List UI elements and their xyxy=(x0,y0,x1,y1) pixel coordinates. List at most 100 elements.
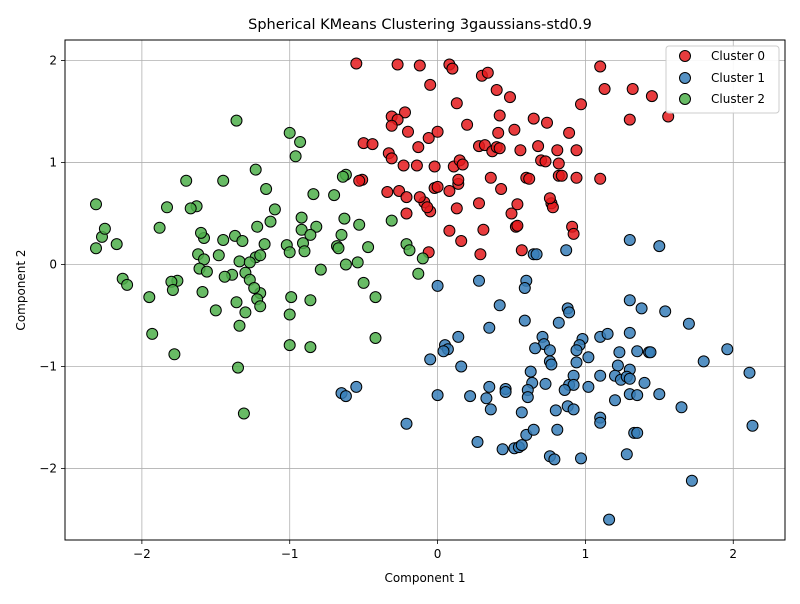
data-point-cluster-0 xyxy=(505,207,518,220)
data-point-cluster-2 xyxy=(298,245,311,258)
data-point-cluster-0 xyxy=(399,106,411,119)
data-point-cluster-1 xyxy=(524,365,537,378)
data-point-cluster-2 xyxy=(283,308,296,321)
data-point-cluster-2 xyxy=(98,222,111,235)
data-point-cluster-1 xyxy=(518,282,531,294)
data-point-cluster-0 xyxy=(570,171,583,184)
data-point-cluster-2 xyxy=(166,284,179,296)
data-point-cluster-1 xyxy=(527,423,540,436)
data-point-cluster-0 xyxy=(493,109,506,122)
x-tick-label: 0 xyxy=(434,547,442,561)
data-point-cluster-2 xyxy=(209,304,222,317)
data-point-cluster-0 xyxy=(402,125,414,138)
data-point-cluster-2 xyxy=(217,234,230,246)
data-point-cluster-0 xyxy=(598,83,611,95)
data-point-cluster-2 xyxy=(237,407,250,420)
data-point-cluster-0 xyxy=(484,171,497,184)
data-point-cluster-0 xyxy=(490,84,503,96)
data-point-cluster-2 xyxy=(283,246,296,259)
data-point-cluster-1 xyxy=(638,376,651,389)
data-point-cluster-0 xyxy=(353,174,366,187)
data-point-cluster-1 xyxy=(675,401,688,414)
data-point-cluster-1 xyxy=(582,351,595,364)
data-point-cluster-1 xyxy=(697,355,710,368)
data-point-cluster-2 xyxy=(90,198,102,211)
data-point-cluster-1 xyxy=(480,392,493,405)
data-point-cluster-0 xyxy=(515,244,528,257)
data-point-cluster-2 xyxy=(385,214,398,227)
data-point-cluster-0 xyxy=(492,126,505,139)
legend-marker-cluster-0 xyxy=(679,50,691,62)
data-point-cluster-1 xyxy=(631,345,644,358)
y-tick-label: 2 xyxy=(49,53,57,67)
data-point-cluster-2 xyxy=(307,188,320,201)
data-point-cluster-0 xyxy=(413,59,426,72)
legend-label-cluster-2: Cluster 2 xyxy=(711,92,765,106)
data-point-cluster-0 xyxy=(527,112,540,125)
legend-label-cluster-1: Cluster 1 xyxy=(711,71,765,85)
data-point-cluster-2 xyxy=(249,163,262,176)
data-point-cluster-2 xyxy=(412,267,425,280)
data-point-cluster-0 xyxy=(431,125,444,138)
data-point-cluster-2 xyxy=(289,150,302,163)
data-point-cluster-0 xyxy=(504,91,516,104)
data-point-cluster-0 xyxy=(495,183,508,195)
data-point-cluster-2 xyxy=(254,249,267,262)
data-point-cluster-1 xyxy=(603,513,616,526)
data-point-cluster-2 xyxy=(260,183,273,195)
data-point-cluster-0 xyxy=(431,180,444,193)
data-point-cluster-0 xyxy=(543,192,556,205)
data-point-cluster-2 xyxy=(328,189,341,202)
data-point-cluster-0 xyxy=(450,202,463,215)
data-point-cluster-1 xyxy=(483,321,496,334)
data-point-cluster-1 xyxy=(620,448,633,461)
data-point-cluster-2 xyxy=(283,126,296,139)
data-point-cluster-1 xyxy=(631,426,644,439)
plot-area xyxy=(64,39,786,541)
data-point-cluster-2 xyxy=(285,291,298,304)
data-point-cluster-0 xyxy=(508,123,521,136)
data-point-cluster-2 xyxy=(230,296,243,309)
data-point-cluster-2 xyxy=(310,220,323,233)
data-point-cluster-1 xyxy=(558,384,571,396)
data-point-cluster-1 xyxy=(746,419,759,432)
y-tick-label: −2 xyxy=(39,462,57,476)
data-point-cluster-0 xyxy=(541,116,553,129)
data-point-cluster-2 xyxy=(336,170,349,183)
data-point-cluster-2 xyxy=(230,114,243,127)
data-point-cluster-0 xyxy=(424,78,437,91)
series-cluster-2 xyxy=(90,114,429,420)
data-point-cluster-1 xyxy=(575,452,587,465)
data-point-cluster-2 xyxy=(335,228,348,241)
data-point-cluster-1 xyxy=(721,343,734,356)
data-point-cluster-0 xyxy=(523,172,536,185)
data-point-cluster-0 xyxy=(481,66,494,79)
data-point-cluster-0 xyxy=(381,186,394,198)
x-tick-label: −2 xyxy=(133,547,151,561)
y-axis: −2 −1 0 1 2 xyxy=(39,53,65,476)
data-point-cluster-0 xyxy=(385,119,398,132)
data-point-cluster-1 xyxy=(437,345,450,358)
data-point-cluster-1 xyxy=(635,302,648,315)
data-point-cluster-1 xyxy=(570,344,583,357)
data-point-cluster-2 xyxy=(357,276,370,289)
data-point-cluster-1 xyxy=(623,294,636,307)
data-point-cluster-1 xyxy=(623,326,636,339)
data-point-cluster-1 xyxy=(455,360,468,373)
data-point-cluster-2 xyxy=(283,339,296,352)
data-point-cluster-1 xyxy=(530,248,543,261)
data-point-cluster-2 xyxy=(362,241,375,254)
data-point-cluster-0 xyxy=(567,227,580,240)
data-point-cluster-2 xyxy=(304,294,317,307)
data-point-cluster-1 xyxy=(518,314,531,327)
data-point-cluster-2 xyxy=(264,215,277,228)
data-point-cluster-2 xyxy=(332,242,345,255)
data-point-cluster-1 xyxy=(543,344,556,357)
x-axis-label: Component 1 xyxy=(384,571,465,585)
data-point-cluster-2 xyxy=(294,136,307,148)
data-point-cluster-0 xyxy=(366,138,379,151)
data-point-cluster-1 xyxy=(567,378,580,391)
data-point-cluster-2 xyxy=(403,244,416,257)
data-point-cluster-0 xyxy=(532,140,545,153)
data-point-cluster-0 xyxy=(412,141,425,154)
